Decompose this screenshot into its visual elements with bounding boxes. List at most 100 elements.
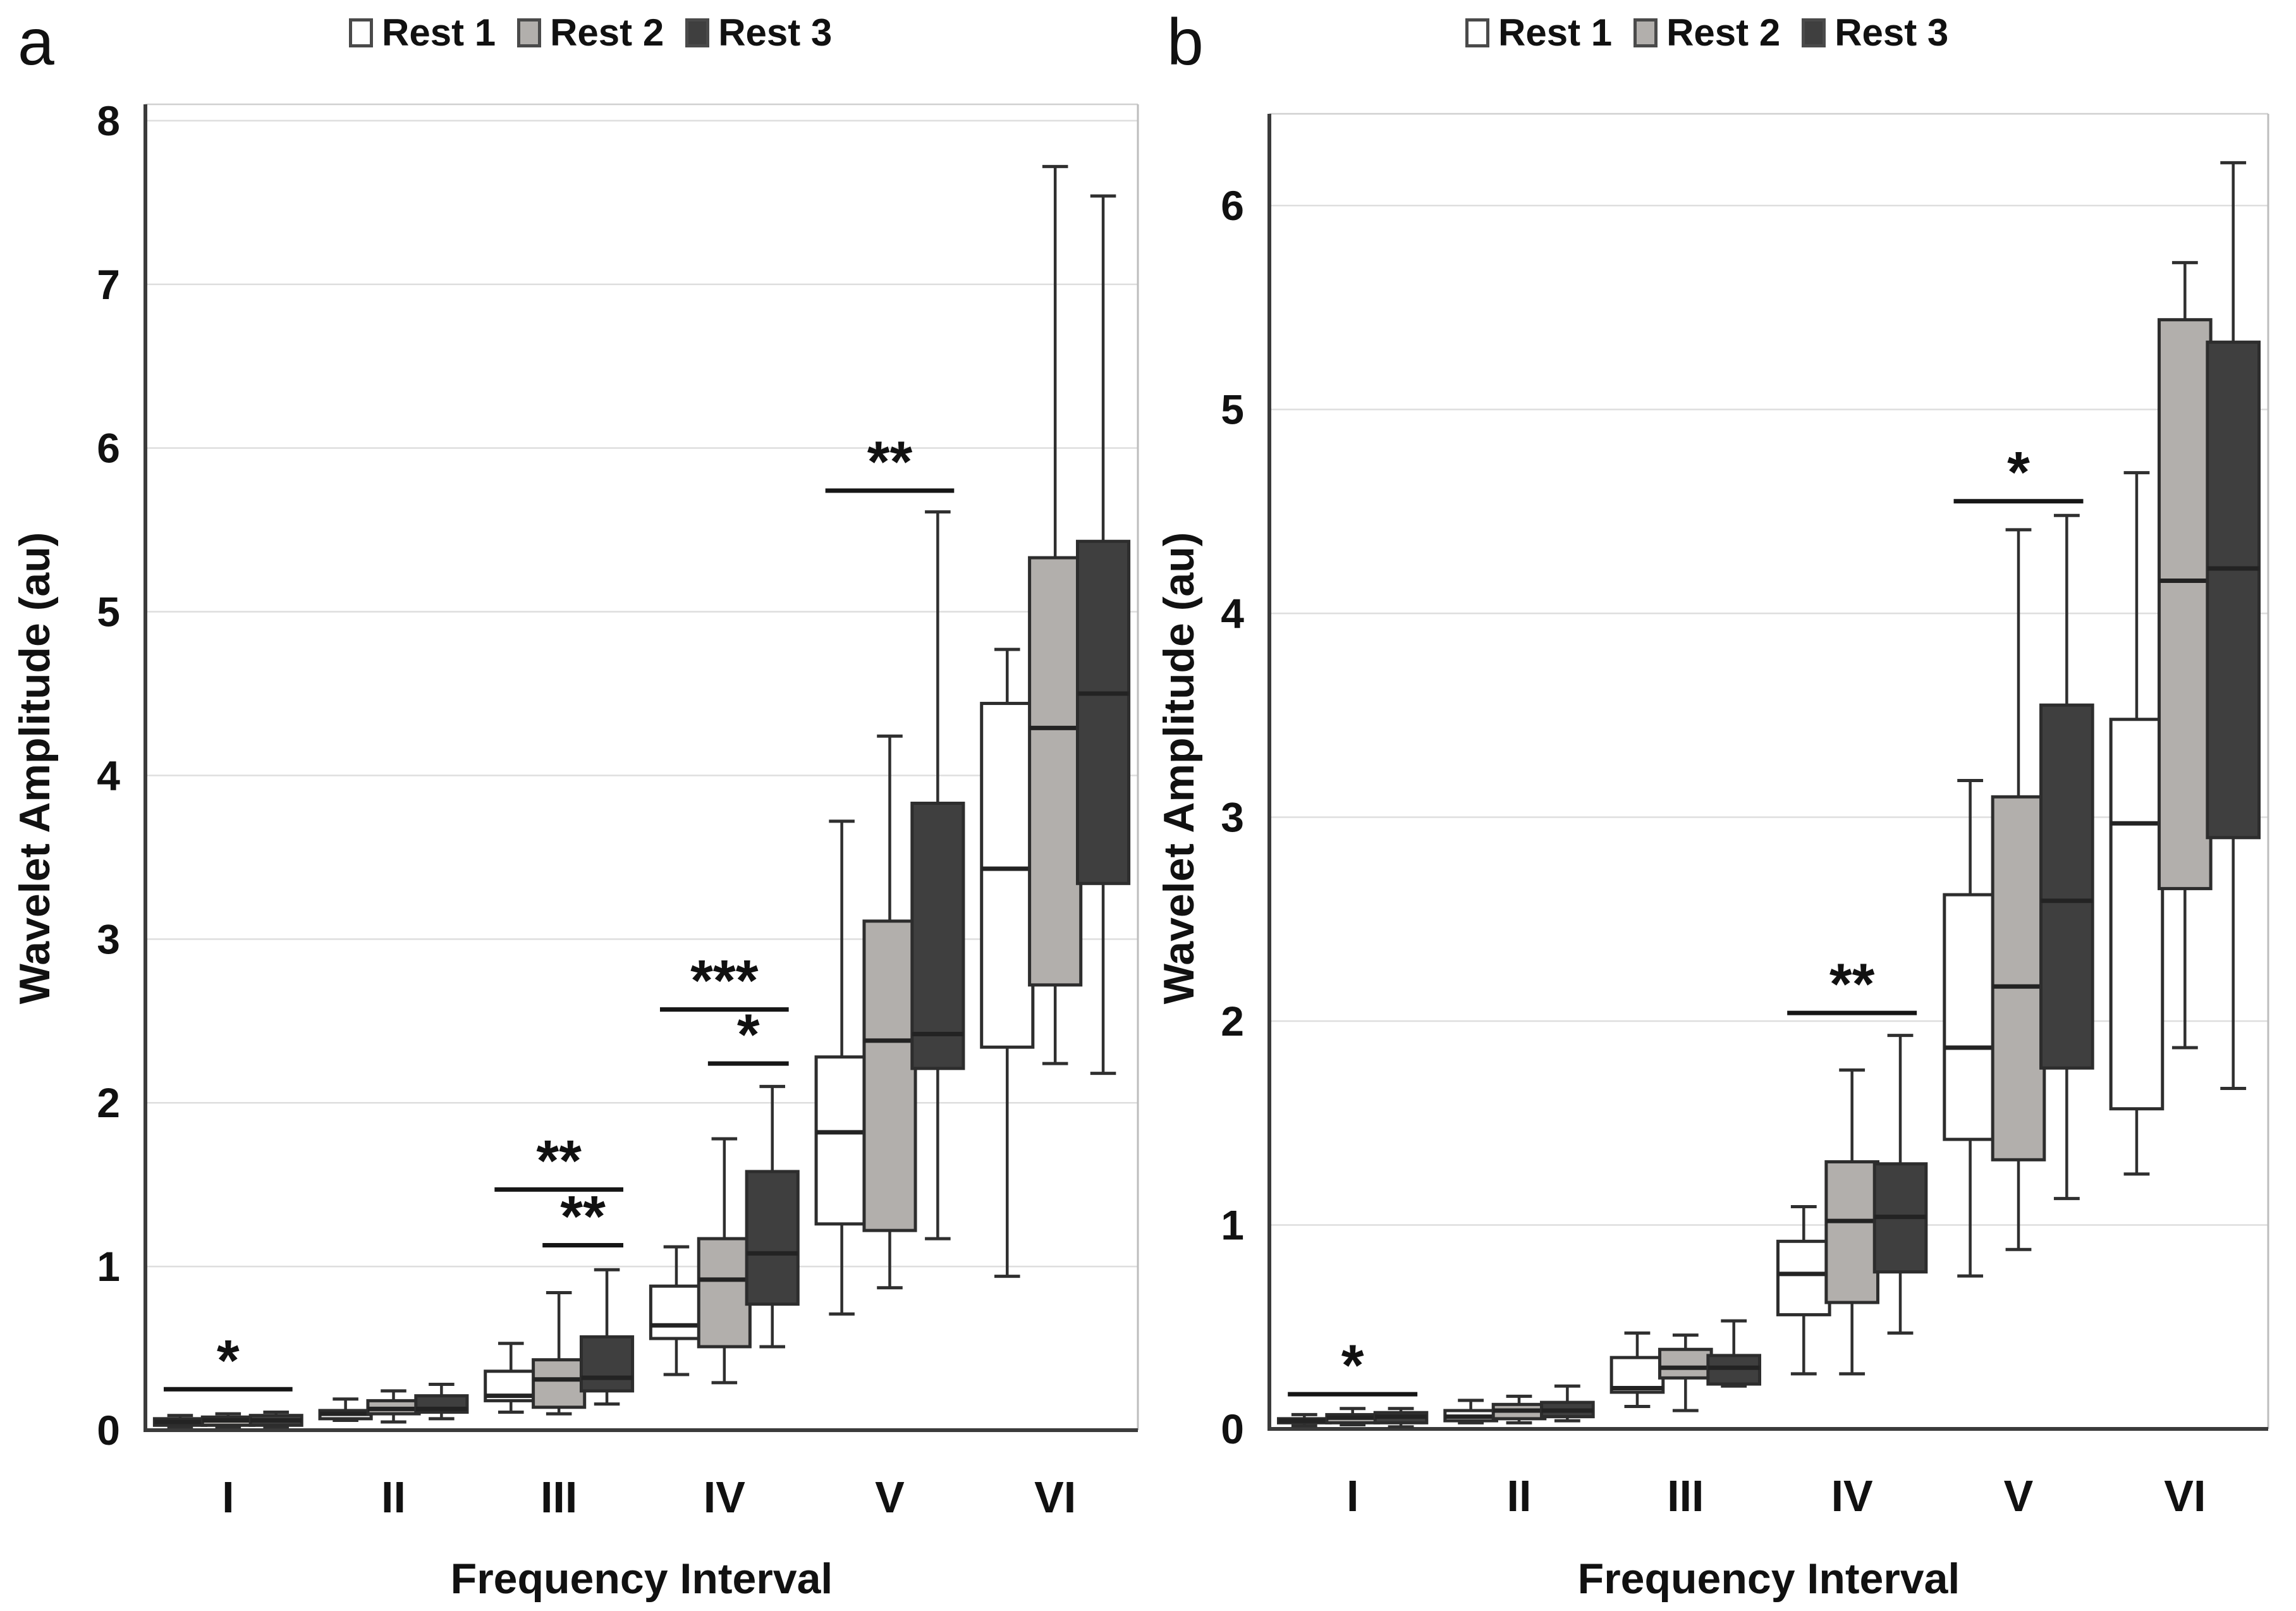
box-rect (1776, 1239, 1831, 1316)
box-group-rest3-III (579, 1268, 635, 1406)
x-category-label: IV (1831, 1471, 1873, 1521)
box-rect (980, 702, 1035, 1049)
x-category-label: I (222, 1473, 234, 1522)
y-tick-label: 5 (1221, 386, 1244, 433)
box-group-rest3-IV (1872, 1034, 1928, 1335)
legend-item-rest2: Rest 2 (517, 14, 664, 52)
box-rect (2109, 718, 2165, 1111)
significance-label: ** (867, 430, 913, 494)
box-group-rest3-I (1373, 1407, 1429, 1429)
box-rect (2158, 318, 2213, 890)
y-tick-label: 6 (1221, 182, 1244, 229)
box-group-rest1-V (814, 819, 869, 1316)
box-group-rest1-I (152, 1414, 208, 1429)
legend-item-rest1: Rest 1 (1465, 14, 1612, 52)
box-group-rest3-VI (1075, 194, 1131, 1075)
significance-label: * (217, 1328, 240, 1393)
box-rect (1658, 1347, 1713, 1380)
y-tick-label: 4 (1221, 590, 1244, 637)
x-category-label: VI (2164, 1471, 2206, 1521)
y-tick-label: 4 (97, 752, 120, 799)
significance-label: * (2007, 441, 2030, 505)
legend-label: Rest 1 (382, 11, 496, 54)
legend-label: Rest 3 (718, 11, 833, 54)
legend-item-rest1: Rest 1 (349, 14, 496, 52)
legend-panel-a: Rest 1 Rest 2 Rest 3 (349, 14, 832, 52)
box-group-rest2-III (532, 1291, 587, 1416)
x-category-label: V (2004, 1471, 2034, 1521)
x-category-label: III (540, 1473, 577, 1522)
box-group-rest1-II (318, 1397, 373, 1422)
box-rect (814, 1055, 869, 1226)
y-tick-label: 6 (97, 425, 120, 472)
rest1-swatch-icon (1465, 18, 1489, 47)
box-group-rest2-V (862, 734, 917, 1290)
box-group-rest3-I (248, 1411, 303, 1429)
significance-label: ** (560, 1184, 606, 1249)
significance-label: *** (690, 949, 759, 1014)
box-group-rest1-VI (2109, 471, 2165, 1176)
box-rect (2039, 703, 2094, 1070)
x-category-label: II (1507, 1471, 1532, 1521)
box-rect (2206, 340, 2261, 840)
box-rect (1028, 556, 1083, 987)
panel-b-letter: b (1167, 6, 1204, 79)
legend-label: Rest 2 (1666, 11, 1781, 54)
rest3-swatch-icon (685, 18, 710, 47)
box-group-rest3-VI (2206, 161, 2261, 1090)
box-group-rest3-II (1540, 1384, 1595, 1423)
box-rect (649, 1284, 704, 1340)
box-group-rest3-V (2039, 513, 2094, 1201)
box-rect (1943, 893, 1998, 1141)
box-group-rest2-II (1491, 1394, 1547, 1424)
box-group-rest2-II (366, 1389, 421, 1424)
y-axis-title-b: Wavelet Amplitude (au) (1155, 532, 1203, 1005)
x-category-label: V (875, 1473, 905, 1522)
legend-item-rest3: Rest 3 (1802, 14, 1948, 52)
significance-label: * (1341, 1333, 1364, 1398)
box-group-rest1-VI (980, 647, 1035, 1278)
legend-item-rest2: Rest 2 (1633, 14, 1780, 52)
box-rect (697, 1237, 752, 1349)
legend-label: Rest 3 (1835, 11, 1949, 54)
rest2-swatch-icon (1633, 18, 1658, 47)
box-group-rest1-III (1609, 1331, 1665, 1409)
box-group-rest3-V (910, 510, 965, 1240)
significance-label: ** (536, 1129, 582, 1193)
box-group-rest1-V (1943, 779, 1998, 1278)
box-group-rest1-II (1443, 1399, 1498, 1424)
y-tick-label: 2 (97, 1079, 120, 1126)
rest1-swatch-icon (349, 18, 373, 47)
box-group-rest1-III (484, 1342, 539, 1414)
panel-a-letter: a (18, 6, 54, 79)
box-group-rest2-VI (2158, 260, 2213, 1050)
box-rect (745, 1170, 800, 1306)
box-group-rest2-III (1658, 1333, 1713, 1412)
rest2-swatch-icon (517, 18, 542, 47)
y-tick-label: 1 (1221, 1202, 1244, 1249)
y-tick-label: 5 (97, 589, 120, 635)
box-group-rest1-I (1276, 1412, 1332, 1428)
box-rect (862, 919, 917, 1232)
x-category-label: VI (1034, 1473, 1076, 1522)
legend-item-rest3: Rest 3 (685, 14, 832, 52)
x-category-label: II (381, 1473, 406, 1522)
y-tick-label: 1 (97, 1243, 120, 1290)
legend-panel-b: Rest 1 Rest 2 Rest 3 (1465, 14, 1948, 52)
significance-label: ** (1829, 952, 1875, 1017)
box-group-rest2-VI (1028, 164, 1083, 1065)
rest3-swatch-icon (1802, 18, 1826, 47)
box-group-rest3-III (1706, 1319, 1762, 1388)
box-group-rest2-IV (697, 1137, 752, 1385)
box-group-rest2-V (1991, 528, 2046, 1251)
y-tick-label: 0 (1221, 1406, 1244, 1452)
y-tick-label: 8 (97, 97, 120, 144)
x-category-label: I (1346, 1471, 1359, 1521)
box-group-rest3-II (414, 1383, 469, 1421)
y-axis-title-a: Wavelet Amplitude (au) (11, 532, 59, 1005)
box-rect (579, 1335, 635, 1393)
x-category-label: III (1667, 1471, 1704, 1521)
